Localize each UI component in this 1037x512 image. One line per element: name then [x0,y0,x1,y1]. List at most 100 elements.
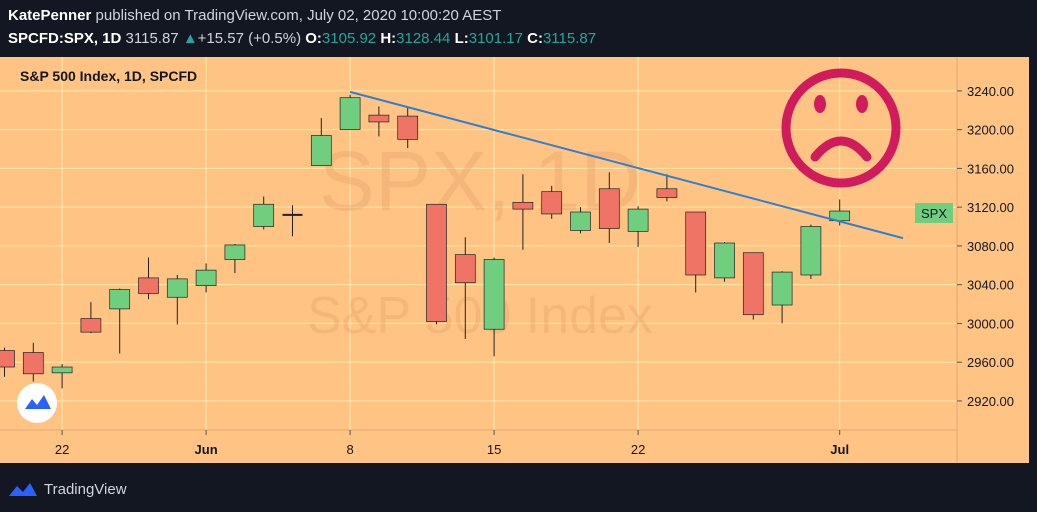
candle-down [426,203,447,325]
candle-down [22,342,44,382]
publish-info: KatePenner published on TradingView.com,… [8,7,501,24]
candle-body [22,352,44,375]
price-tick-label: 3160.00 [967,161,1014,176]
watermark: SPX, 1D S&P 500 Index [307,134,653,345]
time-tick-label: 8 [346,442,353,457]
close-label: C: [527,30,543,47]
candle-up [253,196,275,230]
low-value: 3101.17 [468,30,523,47]
price-tick-label: 3080.00 [967,239,1014,254]
price-tag-label: SPX [921,206,947,221]
open-label: O: [305,30,322,47]
candle-body [627,208,649,232]
watermark-description: S&P 500 Index [307,287,653,345]
candle-body [138,277,159,294]
price-change: +15.57 (+0.5%) [197,30,302,47]
symbol-legend: SPCFD:SPX, 1D 3115.87 ▲+15.57 (+0.5%) O:… [8,30,596,47]
price-tick-label: 3240.00 [967,84,1014,99]
candle-down [598,172,620,244]
high-value: 3128.44 [396,30,451,47]
candle-down [368,106,390,137]
candle-up [627,206,649,247]
candle-down [541,185,563,219]
time-axis[interactable]: 22 Jun 8 15 22 Jul [55,430,849,457]
published-text: published on TradingView.com, July 02, 2… [95,7,502,24]
candle-up [51,364,73,389]
time-tick-label: 22 [631,442,645,457]
candle-body [368,114,390,123]
candlestick-chart[interactable]: SPX, 1D S&P 500 Index 3240.00 3200.00 3160… [0,57,1037,469]
candle-body [310,135,332,166]
price-tick-label: 3040.00 [967,278,1014,293]
footer[interactable]: TradingView [8,480,127,498]
tradingview-logo-icon [9,483,37,496]
candle-body [771,271,793,306]
candle-body [109,289,131,310]
candle-body [685,211,707,276]
candle-body [397,115,419,140]
watermark-symbol: SPX, 1D [319,134,641,228]
candle-body [454,254,476,284]
candle-body [742,252,764,316]
candle-body [800,226,822,276]
price-axis[interactable]: 3240.00 3200.00 3160.00 3120.00 3080.00 3040.… [957,84,1014,409]
candle-down [138,257,159,300]
low-label: L: [454,30,469,47]
last-price: 3115.87 [125,30,179,47]
change-up-icon: ▲ [182,30,198,47]
author-name[interactable]: KatePenner [8,7,92,24]
open-value: 3105.92 [321,30,377,47]
candle-body [598,188,620,229]
candle-body [541,191,563,215]
candle-up [800,224,822,279]
candle-up [109,288,131,354]
time-tick-label: 22 [55,442,69,457]
candle-body [483,259,505,330]
candle-body [426,203,447,322]
candle-down [0,347,15,377]
chart-title: S&P 500 Index, 1D, SPCFD [20,68,197,84]
candle-up [771,271,793,324]
candle-body [51,366,73,374]
symbol-label: SPCFD:SPX, 1D [8,30,122,47]
price-tick-label: 2960.00 [967,355,1014,370]
high-label: H: [380,30,397,47]
footer-brand: TradingView [44,480,127,498]
candle-body [714,242,735,279]
candle-up [570,207,591,234]
candle-down [742,252,764,320]
candle-up [339,94,361,131]
candle-up [195,263,217,293]
trend-line[interactable] [349,90,904,240]
time-tick-label: 15 [487,442,501,457]
price-tick-label: 2920.00 [967,394,1014,409]
candle-body [512,201,534,210]
candle-down [397,107,419,149]
price-tick-label: 3000.00 [967,316,1014,331]
candle-down [656,174,678,202]
candle-up [282,205,303,237]
candle-body [339,97,361,131]
candle-body [166,278,188,298]
candle-body [253,203,275,227]
price-tick-label: 3120.00 [967,200,1014,215]
candles [0,94,851,389]
chart-pane [0,57,1029,463]
candle-body [224,244,246,260]
candle-body [656,188,678,198]
candle-up [483,257,505,357]
candle-body [195,269,217,286]
candle-up [310,118,332,166]
tradingview-badge-icon[interactable] [17,383,57,423]
candle-up [714,242,735,282]
time-tick-label: Jun [195,442,218,457]
candle-down [512,174,534,250]
time-tick-label: Jul [830,442,849,457]
candle-body [570,211,591,231]
candle-body [0,350,15,368]
candle-down [80,302,102,334]
candle-body [80,318,102,333]
candle-up [166,274,188,325]
price-tag: SPX [915,203,953,223]
candle-up [224,243,246,274]
